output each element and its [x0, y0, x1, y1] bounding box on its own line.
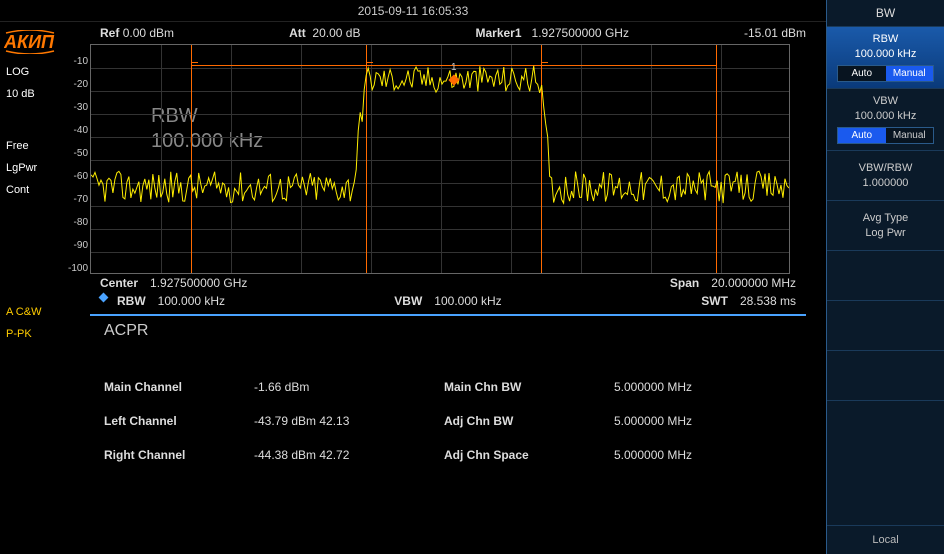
- marker-freq: 1.927500000 GHz: [532, 26, 629, 40]
- center-span-row: Center 1.927500000 GHz Span 20.000000 MHz: [90, 274, 806, 292]
- panel-title: BW: [827, 0, 944, 27]
- right-ch-value: -44.38 dBm 42.72: [254, 448, 414, 462]
- swt-label: SWT: [701, 294, 728, 308]
- ratio-softkey-value: 1.000000: [831, 177, 940, 189]
- svg-text:АКИП: АКИП: [4, 32, 55, 52]
- empty-softkey-3[interactable]: [827, 351, 944, 401]
- rbw-auto-manual-toggle[interactable]: Auto Manual: [837, 65, 934, 82]
- empty-softkey-1[interactable]: [827, 251, 944, 301]
- scale-div-label: 10 dB: [0, 86, 60, 102]
- adj-sp-value: 5.000000 MHz: [614, 448, 734, 462]
- rbw-vbw-swt-row: RBW 100.000 kHz VBW 100.000 kHz SWT 28.538 …: [90, 292, 806, 310]
- vbw-label: VBW: [394, 294, 422, 308]
- vbw-manual-option[interactable]: Manual: [886, 128, 934, 143]
- local-button[interactable]: Local: [827, 525, 944, 554]
- ref-label: Ref: [100, 26, 119, 40]
- marker-number: 1: [451, 62, 457, 73]
- rbw-softkey-value: 100.000 kHz: [831, 48, 940, 60]
- plot-header-info: Ref 0.00 dBm Att 20.00 dB Marker1 1.9275…: [0, 22, 826, 44]
- softkey-panel: BW RBW 100.000 kHz Auto Manual VBW 100.0…: [826, 0, 944, 554]
- adj-sp-label: Adj Chn Space: [444, 448, 584, 462]
- swt-value: 28.538 ms: [740, 294, 796, 308]
- left-ch-value: -43.79 dBm 42.13: [254, 414, 414, 428]
- vbw-auto-option[interactable]: Auto: [838, 128, 886, 143]
- left-ch-label: Left Channel: [104, 414, 224, 428]
- rbw-value: 100.000 kHz: [158, 294, 225, 308]
- center-value: 1.927500000 GHz: [150, 276, 247, 290]
- rbw-auto-option[interactable]: Auto: [838, 66, 886, 81]
- vbw-auto-manual-toggle[interactable]: Auto Manual: [837, 127, 934, 144]
- detector-label: LgPwr: [0, 160, 60, 176]
- marker-amp: -15.01 dBm: [744, 26, 806, 40]
- main-bw-value: 5.000000 MHz: [614, 380, 734, 394]
- scale-type-label: LOG: [0, 64, 60, 80]
- trace-a-label: A C&W: [0, 304, 60, 320]
- marker-label: Marker1: [475, 26, 521, 40]
- rbw-label: RBW: [117, 294, 146, 308]
- right-ch-label: Right Channel: [104, 448, 224, 462]
- avg-softkey[interactable]: Avg Type Log Pwr: [827, 201, 944, 251]
- acpr-title: ACPR: [104, 322, 826, 340]
- rbw-softkey-label: RBW: [831, 33, 940, 45]
- diamond-icon: [99, 293, 109, 303]
- vbw-softkey[interactable]: VBW 100.000 kHz Auto Manual: [827, 89, 944, 151]
- ref-value: 0.00 dBm: [123, 26, 174, 40]
- att-label: Att: [289, 26, 306, 40]
- empty-softkey-2[interactable]: [827, 301, 944, 351]
- avg-softkey-label: Avg Type: [831, 212, 940, 224]
- section-divider: [90, 314, 806, 316]
- rbw-manual-option[interactable]: Manual: [886, 66, 934, 81]
- center-label: Center: [100, 276, 138, 290]
- y-axis-ticks: -10-20-30-40-50-60-70-80-90-100: [62, 44, 88, 274]
- sweep-label: Cont: [0, 182, 60, 198]
- avg-softkey-value: Log Pwr: [831, 227, 940, 239]
- left-status-column: АКИП LOG 10 dB Free LgPwr Cont A C&W P-P…: [0, 30, 60, 348]
- adj-bw-value: 5.000000 MHz: [614, 414, 734, 428]
- rbw-softkey[interactable]: RBW 100.000 kHz Auto Manual: [827, 27, 944, 89]
- spectrum-plot[interactable]: RBW 100.000 kHz 1: [90, 44, 790, 274]
- brand-logo: АКИП: [0, 30, 60, 54]
- timestamp: 2015-09-11 16:05:33: [0, 0, 826, 22]
- peak-label: P-PK: [0, 326, 60, 342]
- vbw-softkey-value: 100.000 kHz: [831, 110, 940, 122]
- att-value: 20.00 dB: [312, 26, 360, 40]
- trigger-label: Free: [0, 138, 60, 154]
- vbw-softkey-label: VBW: [831, 95, 940, 107]
- main-bw-label: Main Chn BW: [444, 380, 584, 394]
- adj-bw-label: Adj Chn BW: [444, 414, 584, 428]
- vbw-value: 100.000 kHz: [434, 294, 501, 308]
- main-ch-value: -1.66 dBm: [254, 380, 414, 394]
- span-value: 20.000000 MHz: [711, 276, 796, 290]
- span-label: Span: [670, 276, 699, 290]
- ratio-softkey-label: VBW/RBW: [831, 162, 940, 174]
- main-ch-label: Main Channel: [104, 380, 224, 394]
- measurement-table: Main Channel -1.66 dBm Main Chn BW 5.000…: [104, 380, 826, 462]
- ratio-softkey[interactable]: VBW/RBW 1.000000: [827, 151, 944, 201]
